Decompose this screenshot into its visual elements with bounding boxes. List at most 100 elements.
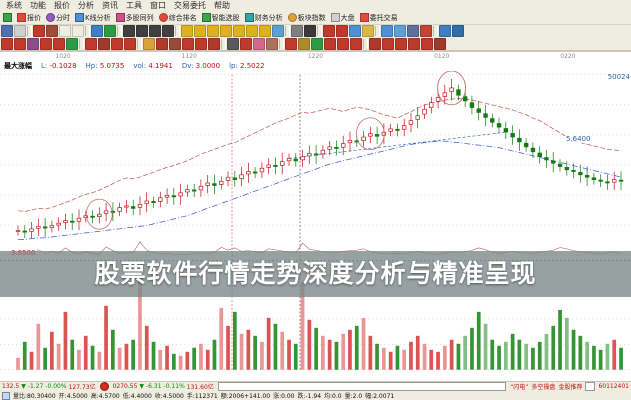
menu-item-analysis[interactable]: 分析 <box>78 1 94 10</box>
chart-canvas[interactable]: 50024 5.6400 3.8500 股票软件行情走势深度分析与精准呈现 <box>0 71 631 381</box>
star-icon[interactable] <box>143 37 155 50</box>
quick-button-multi-stock[interactable]: 多股同列 <box>114 12 156 23</box>
chart-green-icon[interactable] <box>104 25 116 37</box>
trend-icon[interactable] <box>111 37 123 50</box>
zoom-in-icon[interactable] <box>291 25 303 37</box>
fib-icon[interactable] <box>169 37 181 50</box>
window-icon[interactable] <box>452 25 464 37</box>
layout-icon[interactable] <box>439 25 451 37</box>
last-page-icon[interactable] <box>136 25 148 37</box>
quick-button-intraday[interactable]: 分时 <box>44 12 72 23</box>
toolbar-separator <box>279 38 284 49</box>
quick-button-rank[interactable]: 综合排名 <box>157 12 199 23</box>
ticker-item-szse[interactable]: 0270.55 ▼ -6.31 -0.11% 131.60亿 <box>112 383 214 391</box>
level-icon[interactable] <box>382 37 394 50</box>
pen-red-icon[interactable] <box>240 37 252 50</box>
grid-dense-icon[interactable] <box>98 37 110 50</box>
status-data-bar: 量比:80.30400 开:4.5000 高:4.5700 低:4.4000 收:4.5… <box>0 391 631 400</box>
indicator-kdj-icon[interactable] <box>27 37 39 50</box>
arrow-up-icon[interactable] <box>285 37 297 50</box>
quick-button-smart-pick[interactable]: 智能选股 <box>200 12 242 23</box>
play-icon[interactable] <box>162 25 174 37</box>
indicator-ma-icon[interactable] <box>1 37 13 50</box>
menu-item-trade[interactable]: 交易委托 <box>174 1 206 10</box>
table-icon[interactable] <box>156 37 168 50</box>
menu-item-news[interactable]: 资讯 <box>102 1 118 10</box>
quick-button-home[interactable] <box>1 12 14 23</box>
grid-icon[interactable] <box>85 37 97 50</box>
diamond4-icon[interactable] <box>220 25 232 37</box>
channel-icon[interactable] <box>421 37 433 50</box>
axis-tick: 1220 <box>307 53 324 60</box>
cursor-icon[interactable] <box>33 25 45 37</box>
lock-icon[interactable] <box>434 37 446 50</box>
forward-icon[interactable] <box>14 25 26 37</box>
digit-zero-icon[interactable] <box>59 25 71 37</box>
crosshair-icon[interactable] <box>46 25 58 37</box>
save-icon[interactable] <box>381 25 393 37</box>
toolbar-separator <box>175 26 180 36</box>
draw-wave-icon[interactable] <box>336 25 348 37</box>
plus-icon[interactable] <box>304 25 316 37</box>
print-icon[interactable] <box>407 25 419 37</box>
quick-button-sector[interactable]: 板块指数 <box>286 12 328 23</box>
quick-button-kline[interactable]: K线分析 <box>73 12 113 23</box>
menu-item-help[interactable]: 帮助 <box>214 1 230 10</box>
diamond1-icon[interactable] <box>181 25 193 37</box>
link-gold-stock[interactable]: 金股推荐 <box>558 384 583 391</box>
export-icon[interactable] <box>420 25 432 37</box>
quick-button-finance[interactable]: 财务分析 <box>243 12 285 23</box>
quick-button-market[interactable]: 大盘 <box>329 12 357 23</box>
gann-icon[interactable] <box>182 37 194 50</box>
indicator-rsi-icon[interactable] <box>40 37 52 50</box>
quick-button-trade[interactable]: 委托交易 <box>358 12 400 23</box>
link-long-short[interactable]: 多空操盘 <box>531 384 556 391</box>
draw-line-icon[interactable] <box>323 25 335 37</box>
diamond3-icon[interactable] <box>207 25 219 37</box>
menu-item-quote[interactable]: 报价 <box>54 1 70 10</box>
first-page-icon[interactable] <box>123 25 135 37</box>
menu-item-system[interactable]: 系统 <box>6 1 22 10</box>
quote-dv: Dv: 3.0000 <box>181 62 221 70</box>
quick-button-quote[interactable]: 报价 <box>15 12 43 23</box>
back-icon[interactable] <box>1 25 13 37</box>
diamond8-icon[interactable] <box>272 25 284 37</box>
measure-icon[interactable] <box>337 37 349 50</box>
smiley-icon[interactable] <box>298 37 310 50</box>
pen-pink-icon[interactable] <box>253 37 265 50</box>
indicator-boll-icon[interactable] <box>53 37 65 50</box>
diamond7-icon[interactable] <box>259 25 271 37</box>
volume-profile-icon[interactable] <box>208 37 220 50</box>
compare-icon[interactable] <box>124 37 136 50</box>
market-icon <box>330 13 340 22</box>
fan-icon[interactable] <box>395 37 407 50</box>
link-lightning[interactable]: “闪电” <box>510 384 529 391</box>
diamond2-icon[interactable] <box>194 25 206 37</box>
note-icon[interactable] <box>362 25 374 37</box>
diamond6-icon[interactable] <box>246 25 258 37</box>
status-field-额: 额:2006+141.00 <box>220 393 271 400</box>
bracket-icon[interactable] <box>324 37 336 50</box>
flag-icon[interactable] <box>350 37 362 50</box>
indicator-vol-icon[interactable] <box>66 37 78 50</box>
arrow-down-icon[interactable] <box>311 37 323 50</box>
erase-icon[interactable] <box>266 37 278 50</box>
diamond5-icon[interactable] <box>233 25 245 37</box>
ruler-icon[interactable] <box>369 37 381 50</box>
menu-item-window[interactable]: 窗口 <box>150 1 166 10</box>
menu-item-function[interactable]: 功能 <box>30 1 46 10</box>
price-and-volume-chart[interactable] <box>0 71 631 381</box>
menu-item-tools[interactable]: 工具 <box>126 1 142 10</box>
text-tool-icon[interactable] <box>227 37 239 50</box>
pitchfork-icon[interactable] <box>408 37 420 50</box>
refresh-icon[interactable] <box>91 25 103 37</box>
copy-icon[interactable] <box>394 25 406 37</box>
dot-icon[interactable] <box>72 25 84 37</box>
ticker-item-sse[interactable]: 132.5 ▼ -1.27 -0.00% 127.73亿 <box>2 383 96 391</box>
indicator-macd-icon[interactable] <box>14 37 26 50</box>
cycle-icon[interactable] <box>195 37 207 50</box>
ticker-search-input[interactable] <box>217 382 507 391</box>
spinner-control[interactable] <box>585 382 596 391</box>
magnet-icon[interactable] <box>349 25 361 37</box>
prev-page-icon[interactable] <box>149 25 161 37</box>
